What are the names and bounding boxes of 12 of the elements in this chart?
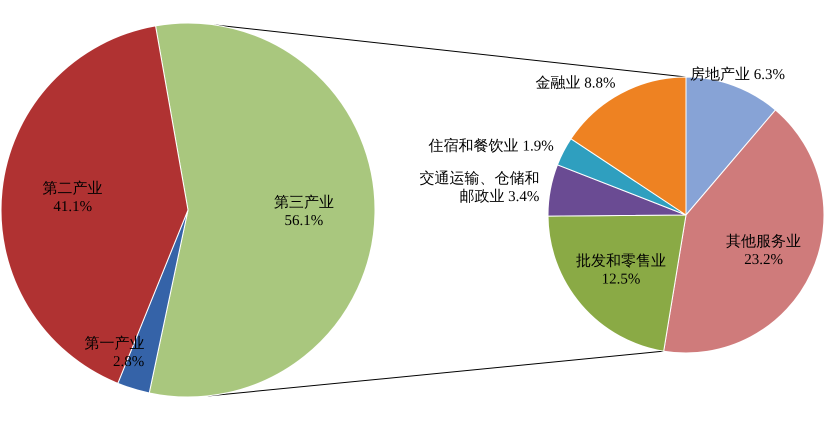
slice-label: 批发和零售业: [576, 252, 666, 270]
data-label: 41.1%: [53, 198, 92, 215]
slice-label: 其他服务业: [726, 232, 802, 250]
slice-label: 第二产业: [42, 180, 103, 197]
data-label: 23.2%: [744, 252, 784, 268]
slice-label: 房地产业 6.3%: [690, 66, 785, 84]
slice-label: 住宿和餐饮业 1.9%: [428, 137, 554, 154]
slice-label: 交通运输、仓储和邮政业 3.4%: [419, 170, 540, 206]
slice-label: 第三产业: [274, 194, 334, 211]
slice-label: 金融业 8.8%: [535, 74, 616, 92]
data-label: 12.5%: [602, 272, 640, 288]
data-label: 56.1%: [284, 212, 324, 229]
